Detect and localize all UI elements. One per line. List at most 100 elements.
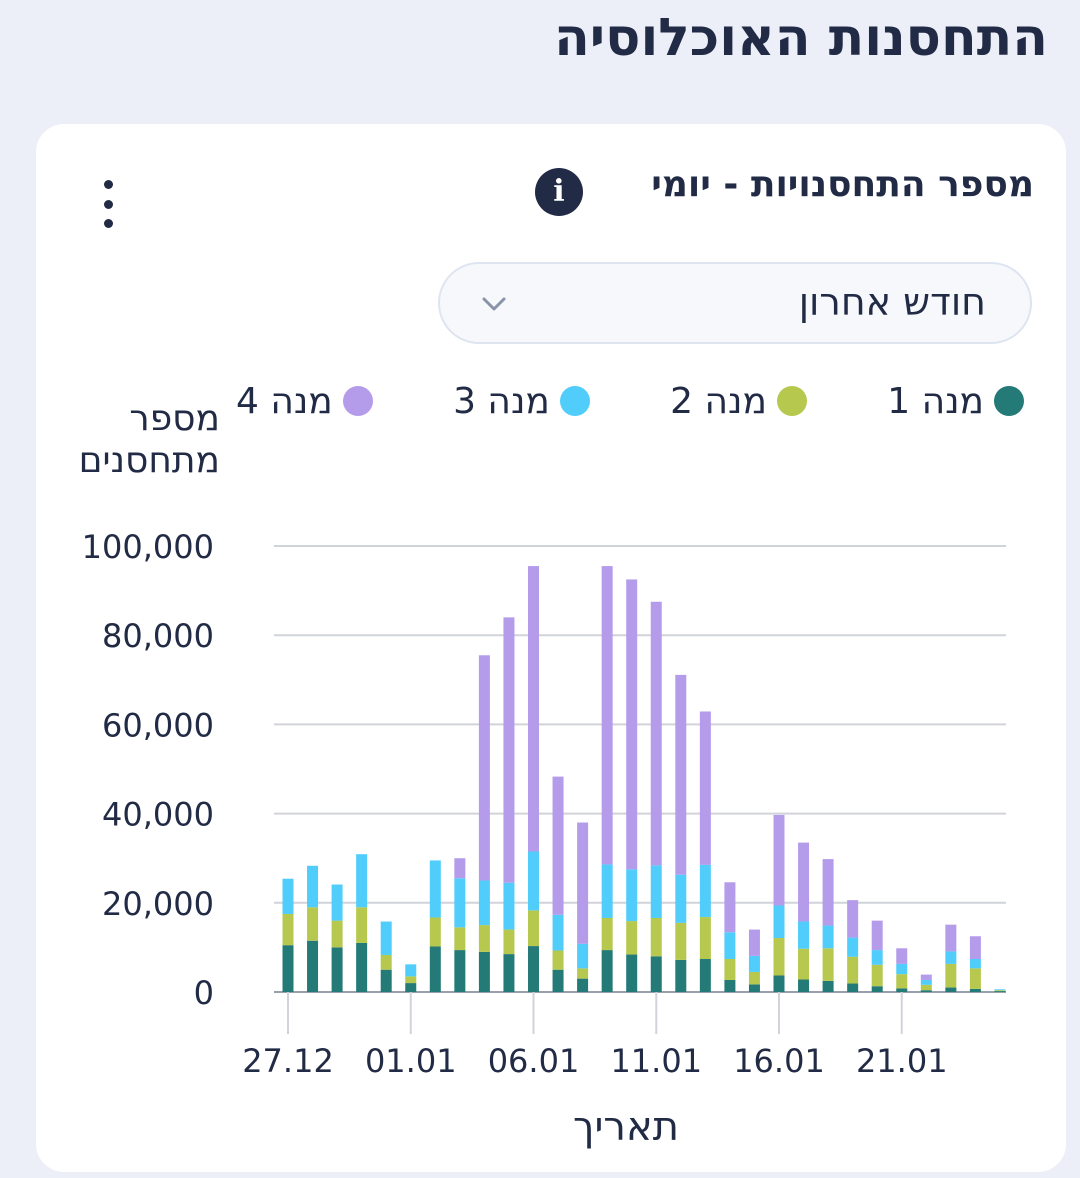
bar-segment-dose4[interactable] [503,617,515,883]
bar-segment-dose3[interactable] [380,921,392,955]
bar-segment-dose1[interactable] [503,954,515,992]
bar-segment-dose3[interactable] [552,914,564,951]
bar-segment-dose1[interactable] [773,975,785,992]
bar-segment-dose3[interactable] [822,925,834,949]
bar-segment-dose1[interactable] [748,984,760,992]
legend-item-dose4[interactable]: מנה 4 [236,381,373,422]
bar-segment-dose3[interactable] [773,905,785,939]
range-select[interactable]: חודש אחרון [438,262,1032,344]
bar-segment-dose2[interactable] [994,990,1006,992]
bar-segment-dose4[interactable] [699,711,711,865]
legend-item-dose2[interactable]: מנה 2 [670,381,807,422]
bar-segment-dose3[interactable] [282,878,294,914]
bar-segment-dose2[interactable] [675,922,687,960]
bar-segment-dose1[interactable] [454,950,466,992]
bar-segment-dose1[interactable] [405,983,417,992]
bar-segment-dose2[interactable] [798,948,810,980]
bar-segment-dose4[interactable] [675,674,687,875]
bar-segment-dose4[interactable] [969,936,981,959]
bar-segment-dose4[interactable] [650,601,662,866]
bar-segment-dose3[interactable] [626,869,638,922]
bar-segment-dose2[interactable] [528,910,539,947]
bar-segment-dose2[interactable] [380,954,392,970]
bar-segment-dose4[interactable] [724,882,736,933]
bar-segment-dose3[interactable] [429,860,441,918]
legend-item-dose3[interactable]: מנה 3 [453,381,590,422]
bar-segment-dose2[interactable] [699,917,711,959]
bar-segment-dose1[interactable] [552,969,564,992]
info-icon[interactable]: i [535,168,583,216]
bar-segment-dose1[interactable] [331,947,343,992]
bar-segment-dose2[interactable] [945,963,957,988]
bar-segment-dose1[interactable] [282,945,294,992]
bar-segment-dose3[interactable] [994,989,1006,991]
kebab-menu-icon[interactable] [96,180,120,228]
bar-segment-dose4[interactable] [945,924,957,952]
legend-item-dose1[interactable]: מנה 1 [887,381,1024,422]
bar-segment-dose2[interactable] [503,929,515,955]
bar-segment-dose3[interactable] [650,865,662,918]
bar-segment-dose4[interactable] [528,566,539,852]
bar-segment-dose3[interactable] [454,878,466,928]
bar-segment-dose2[interactable] [871,964,883,987]
bar-segment-dose1[interactable] [920,990,932,992]
bar-segment-dose3[interactable] [798,921,810,949]
bar-segment-dose2[interactable] [331,920,343,948]
bar-segment-dose2[interactable] [969,968,981,989]
bar-segment-dose2[interactable] [773,938,785,976]
bar-segment-dose4[interactable] [626,579,638,870]
bar-segment-dose4[interactable] [822,859,834,926]
bar-segment-dose1[interactable] [478,951,490,992]
bar-segment-dose3[interactable] [969,958,981,969]
bar-segment-dose4[interactable] [773,814,785,906]
bar-segment-dose3[interactable] [847,937,859,957]
bar-segment-dose1[interactable] [650,956,662,992]
bar-segment-dose3[interactable] [699,864,711,918]
bar-segment-dose3[interactable] [577,943,589,969]
bar-segment-dose2[interactable] [822,948,834,981]
bar-segment-dose2[interactable] [478,925,490,952]
bar-segment-dose4[interactable] [847,900,859,938]
bar-segment-dose3[interactable] [478,880,490,926]
bar-segment-dose1[interactable] [429,946,441,992]
bar-segment-dose1[interactable] [969,988,981,992]
bar-segment-dose3[interactable] [331,884,343,921]
bar-segment-dose1[interactable] [307,940,319,992]
bar-segment-dose4[interactable] [748,929,760,956]
bar-segment-dose3[interactable] [871,950,883,965]
bar-segment-dose1[interactable] [380,969,392,992]
bar-segment-dose2[interactable] [356,907,368,943]
bar-segment-dose3[interactable] [675,874,687,923]
bar-segment-dose3[interactable] [601,864,613,918]
bar-segment-dose1[interactable] [822,980,834,992]
bar-segment-dose3[interactable] [307,865,319,908]
bar-segment-dose2[interactable] [601,917,613,951]
bar-segment-dose2[interactable] [847,956,859,984]
bar-segment-dose3[interactable] [896,963,908,975]
bar-segment-dose1[interactable] [356,942,368,992]
bar-segment-dose1[interactable] [994,991,1006,992]
bar-segment-dose1[interactable] [675,959,687,992]
bar-segment-dose2[interactable] [307,907,319,941]
bar-segment-dose1[interactable] [896,988,908,992]
bar-segment-dose1[interactable] [577,978,589,992]
bar-segment-dose4[interactable] [896,948,908,964]
bar-segment-dose4[interactable] [552,776,564,915]
bar-segment-dose2[interactable] [920,984,932,991]
bar-segment-dose3[interactable] [748,955,760,972]
bar-segment-dose4[interactable] [454,858,466,879]
bar-segment-dose4[interactable] [478,655,490,881]
bar-segment-dose1[interactable] [699,958,711,992]
bar-segment-dose3[interactable] [528,851,539,911]
bar-segment-dose2[interactable] [454,927,466,951]
bar-segment-dose3[interactable] [405,964,417,977]
bar-segment-dose3[interactable] [920,979,932,985]
bar-segment-dose2[interactable] [724,958,736,980]
bar-segment-dose1[interactable] [601,950,613,992]
bar-segment-dose2[interactable] [650,917,662,957]
bar-segment-dose3[interactable] [356,854,368,908]
bar-segment-dose4[interactable] [601,566,613,865]
bar-segment-dose1[interactable] [871,986,883,992]
bar-segment-dose4[interactable] [920,974,932,980]
bar-segment-dose1[interactable] [945,987,957,992]
